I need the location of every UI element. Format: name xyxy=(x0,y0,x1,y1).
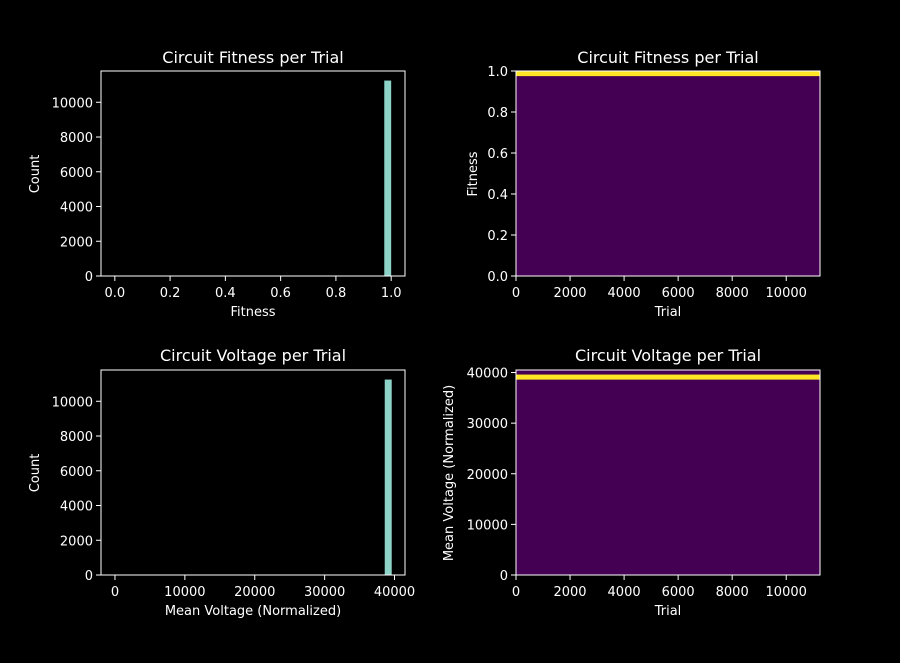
y-tick-label: 2000 xyxy=(60,235,93,250)
x-tick-label: 10000 xyxy=(164,585,205,600)
y-axis-label: Fitness xyxy=(466,151,481,196)
y-tick-label: 30000 xyxy=(467,417,508,432)
x-tick-label: 1.0 xyxy=(381,286,402,301)
x-tick-label: 6000 xyxy=(662,286,695,301)
x-tick-label: 0.0 xyxy=(104,286,125,301)
y-tick-label: 40000 xyxy=(467,367,508,382)
y-tick-label: 8000 xyxy=(60,131,93,146)
heatmap-band xyxy=(516,71,820,77)
y-axis-label: Count xyxy=(28,155,43,194)
y-tick-label: 2000 xyxy=(60,534,93,549)
x-axis-label: Trial xyxy=(654,604,682,619)
x-axis-label: Mean Voltage (Normalized) xyxy=(165,604,341,619)
y-tick-label: 0.0 xyxy=(487,270,508,285)
axes-frame xyxy=(100,70,406,277)
y-tick-label: 4000 xyxy=(60,500,93,515)
y-tick-label: 1.0 xyxy=(487,65,508,80)
axes-frame xyxy=(515,70,821,277)
chart-title: Circuit Fitness per Trial xyxy=(162,48,343,67)
y-tick-label: 0.2 xyxy=(487,229,508,244)
x-tick-label: 4000 xyxy=(608,286,641,301)
y-tick-label: 4000 xyxy=(60,201,93,216)
chart-title: Circuit Fitness per Trial xyxy=(577,48,758,67)
x-tick-label: 20000 xyxy=(234,585,275,600)
y-tick-label: 0 xyxy=(85,270,93,285)
y-axis-label: Count xyxy=(28,454,43,493)
x-tick-label: 0 xyxy=(512,585,520,600)
y-tick-label: 0.8 xyxy=(487,106,508,121)
y-tick-label: 6000 xyxy=(60,465,93,480)
heatmap-background xyxy=(516,370,820,575)
x-tick-label: 2000 xyxy=(553,286,586,301)
x-tick-label: 0.6 xyxy=(270,286,291,301)
panel-voltage-heatmap: Circuit Voltage per Trial Trial Mean Vol… xyxy=(442,346,821,619)
y-tick-label: 0.6 xyxy=(487,147,508,162)
axes-frame xyxy=(100,369,406,576)
y-tick-label: 20000 xyxy=(467,468,508,483)
x-tick-label: 10000 xyxy=(766,286,807,301)
panel-fitness-heatmap: Circuit Fitness per Trial Trial Fitness … xyxy=(466,48,821,320)
panel-voltage-histogram: Circuit Voltage per Trial Mean Voltage (… xyxy=(28,346,415,619)
y-tick-label: 10000 xyxy=(52,395,93,410)
y-axis-label: Mean Voltage (Normalized) xyxy=(442,385,457,561)
x-tick-label: 0.2 xyxy=(160,286,181,301)
panel-fitness-histogram: Circuit Fitness per Trial Fitness Count … xyxy=(28,48,406,320)
x-tick-label: 0.8 xyxy=(326,286,347,301)
x-tick-label: 10000 xyxy=(766,585,807,600)
y-tick-label: 8000 xyxy=(60,430,93,445)
y-tick-label: 10000 xyxy=(467,518,508,533)
histogram-bar xyxy=(384,80,392,276)
x-tick-label: 0 xyxy=(111,585,119,600)
heatmap-background xyxy=(516,71,820,276)
x-tick-label: 30000 xyxy=(304,585,345,600)
y-tick-label: 10000 xyxy=(52,96,93,111)
chart-title: Circuit Voltage per Trial xyxy=(575,346,761,365)
x-tick-label: 6000 xyxy=(662,585,695,600)
x-tick-label: 40000 xyxy=(374,585,415,600)
chart-title: Circuit Voltage per Trial xyxy=(160,346,346,365)
x-axis-label: Trial xyxy=(654,305,682,320)
x-tick-label: 2000 xyxy=(553,585,586,600)
x-tick-label: 4000 xyxy=(608,585,641,600)
y-tick-label: 6000 xyxy=(60,166,93,181)
x-tick-label: 8000 xyxy=(716,286,749,301)
y-tick-label: 0 xyxy=(85,569,93,584)
y-tick-label: 0 xyxy=(500,569,508,584)
x-axis-label: Fitness xyxy=(230,305,275,320)
histogram-bar xyxy=(384,379,392,575)
x-tick-label: 0.4 xyxy=(215,286,236,301)
y-tick-label: 0.4 xyxy=(487,188,508,203)
heatmap-band xyxy=(516,374,820,380)
x-tick-label: 8000 xyxy=(716,585,749,600)
x-tick-label: 0 xyxy=(512,286,520,301)
axes-frame xyxy=(515,369,821,576)
